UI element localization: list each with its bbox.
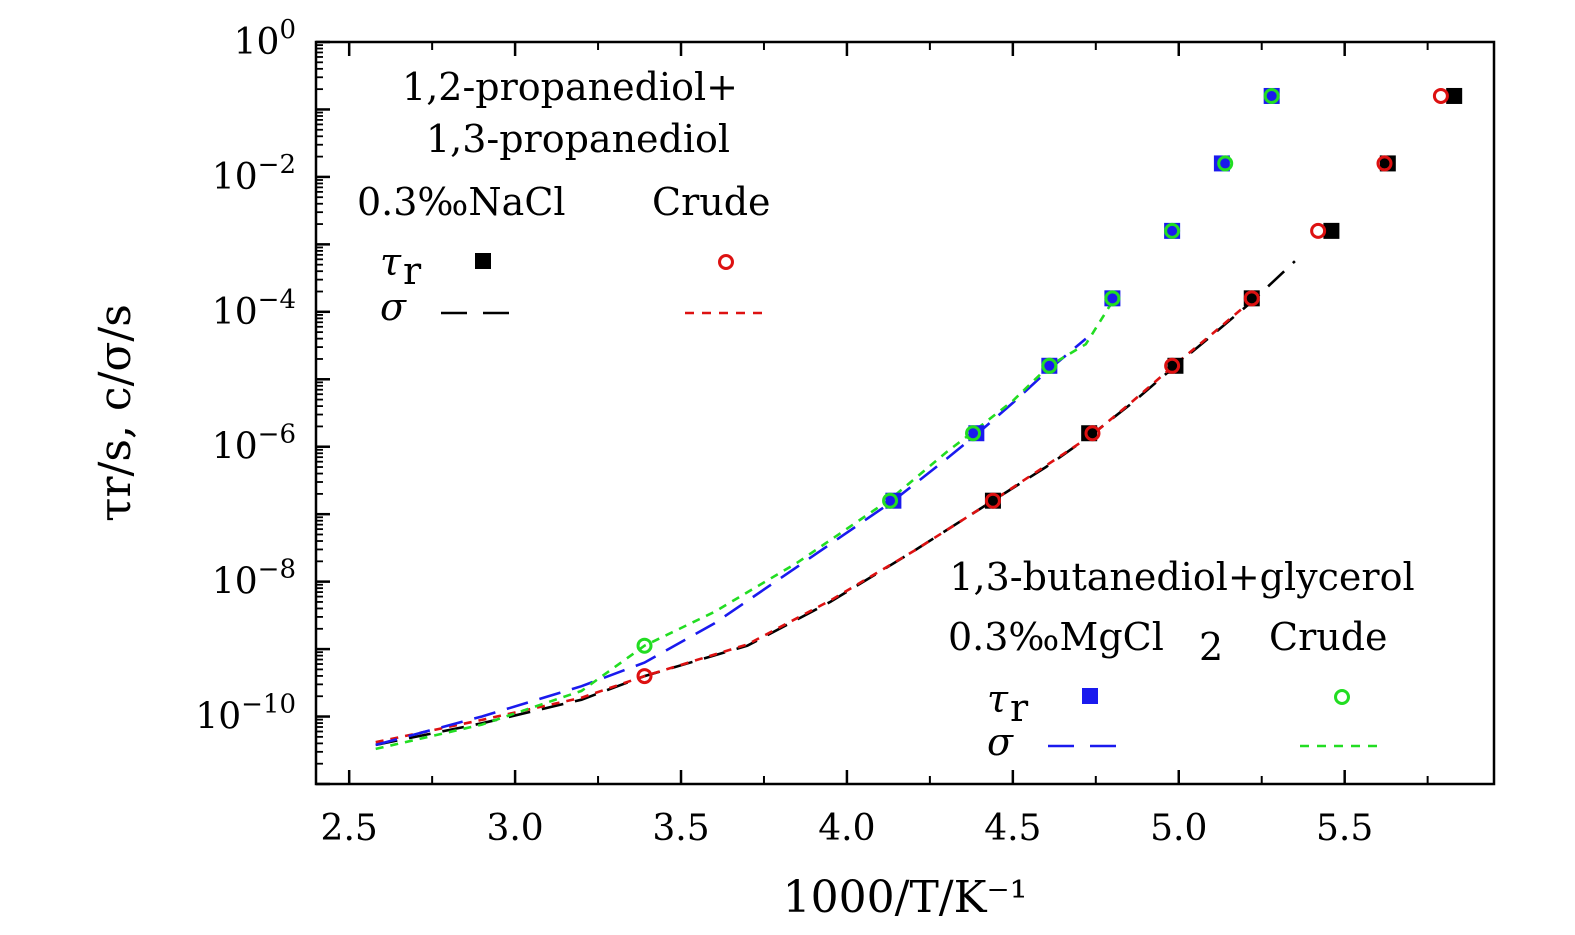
- legend2-title: 1,3-butanediol+glycerol: [949, 555, 1414, 599]
- data-point-square: [968, 425, 985, 442]
- data-point-circle: [636, 668, 653, 685]
- y-tick-label: 10−6: [212, 420, 296, 468]
- y-tick-base: 10: [212, 427, 258, 468]
- axis-ticks: 2.5 3.0 3.5 4.0 4.5 5.0 5.510010−210−410−610−8…: [195, 15, 1429, 849]
- data-point-circle: [636, 637, 653, 654]
- y-tick-exponent: −10: [241, 690, 296, 720]
- legend1-black-square-marker: [475, 253, 491, 269]
- legend-propanediol: 1,2-propanediol+ 1,3-propanediol 0.3‰NaC…: [357, 65, 771, 329]
- legend1-col-nacl: 0.3‰NaCl: [357, 180, 566, 224]
- legend2-green-circle-marker: [1334, 689, 1350, 705]
- data-point-circle: [1084, 425, 1101, 442]
- y-tick-base: 10: [195, 697, 241, 738]
- y-tick-exponent: −8: [258, 555, 296, 585]
- legend-butanediol: 1,3-butanediol+glycerol 0.3‰MgCl 2 Crude…: [948, 555, 1415, 764]
- y-tick-label: 10−2: [212, 150, 296, 198]
- legend1-sigma-label: σ: [380, 285, 407, 329]
- data-point-circle: [1164, 357, 1181, 374]
- series-markers: [636, 87, 1463, 685]
- y-tick-base: 10: [212, 157, 258, 198]
- series-line-1: [375, 299, 1253, 744]
- data-point-square: [1323, 222, 1340, 239]
- legend1-red-circle-marker: [718, 254, 734, 270]
- y-tick-exponent: −4: [258, 285, 296, 315]
- y-tick-exponent: −2: [258, 150, 296, 180]
- y-axis-label: τr/s, c/σ/s: [90, 304, 141, 522]
- y-tick-label: 10−8: [212, 555, 296, 603]
- data-point-square: [1446, 87, 1463, 104]
- legend1-tau-label: τ: [380, 240, 402, 284]
- data-point-circle: [965, 425, 982, 442]
- data-point-circle: [1432, 87, 1449, 104]
- legend2-tau-subscript: r: [1010, 686, 1029, 730]
- data-point-circle: [1217, 155, 1234, 172]
- y-tick-base: 10: [212, 292, 258, 333]
- legend2-col-crude: Crude: [1269, 615, 1388, 659]
- y-tick-label: 10−10: [195, 690, 296, 738]
- data-point-circle: [1263, 87, 1280, 104]
- x-tick-label: 3.5: [652, 808, 709, 849]
- legend1-col-crude: Crude: [652, 180, 771, 224]
- legend1-title-line2: 1,3-propanediol: [426, 117, 730, 161]
- x-tick-label: 3.0: [486, 808, 543, 849]
- data-point-circle: [1310, 222, 1327, 239]
- x-axis-label-text: 1000/T/K⁻¹: [783, 872, 1028, 923]
- legend2-sigma-label: σ: [987, 720, 1014, 764]
- y-tick-base: 10: [234, 22, 280, 63]
- legend2-col-mgcl-subscript: 2: [1199, 625, 1223, 669]
- y-tick-label: 10−4: [212, 285, 296, 333]
- data-point-square: [1213, 155, 1230, 172]
- x-tick-label: 4.5: [984, 808, 1041, 849]
- x-tick-label: 5.0: [1150, 808, 1207, 849]
- data-point-circle: [1243, 290, 1260, 307]
- data-point-circle: [882, 492, 899, 509]
- legend2-blue-square-marker: [1082, 688, 1098, 704]
- data-point-circle: [1041, 357, 1058, 374]
- y-axis-label-text: τr/s, c/σ/s: [90, 304, 141, 522]
- y-tick-label: 100: [234, 15, 296, 63]
- data-point-circle: [984, 492, 1001, 509]
- y-tick-exponent: 0: [279, 15, 296, 45]
- series-line-2: [375, 337, 1087, 747]
- data-point-square: [1167, 357, 1184, 374]
- legend1-tau-subscript: r: [403, 249, 422, 293]
- series-line-0: [375, 260, 1296, 747]
- x-tick-label: 5.5: [1316, 808, 1373, 849]
- data-point-circle: [1104, 290, 1121, 307]
- legend2-tau-label: τ: [987, 677, 1009, 721]
- data-point-square: [1081, 425, 1098, 442]
- series-lines: [375, 260, 1296, 751]
- data-point-circle: [1376, 155, 1393, 172]
- legend2-col-mgcl: 0.3‰MgCl: [948, 615, 1164, 659]
- plot-frame: [314, 40, 1496, 786]
- y-tick-base: 10: [212, 562, 258, 603]
- x-tick-label: 4.0: [818, 808, 875, 849]
- x-axis-label: 1000/T/K⁻¹: [783, 872, 1028, 923]
- x-tick-label: 2.5: [321, 808, 378, 849]
- legend1-title-line1: 1,2-propanediol+: [402, 65, 738, 109]
- y-tick-exponent: −6: [258, 420, 296, 450]
- data-point-square: [885, 492, 902, 509]
- data-point-circle: [1164, 222, 1181, 239]
- data-point-square: [1379, 155, 1396, 172]
